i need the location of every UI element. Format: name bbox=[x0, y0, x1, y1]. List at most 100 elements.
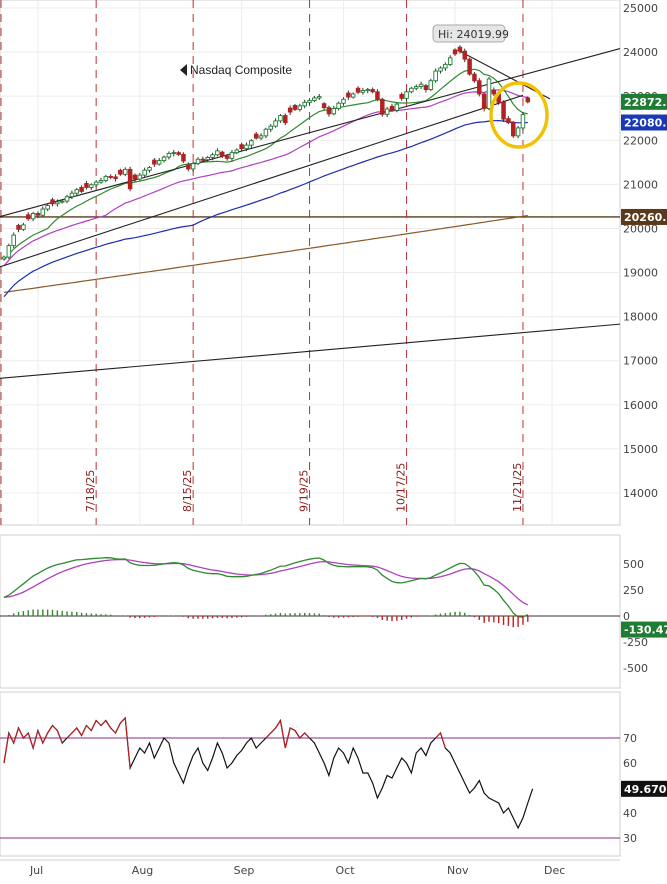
highlight-circle bbox=[489, 81, 549, 149]
title-arrow-icon bbox=[180, 64, 187, 76]
price-badges: 22872.07 22080.07 20260.67 bbox=[621, 93, 667, 225]
candle-body bbox=[108, 175, 113, 178]
rsi-overbought-segment bbox=[270, 727, 277, 734]
macd-signal-line bbox=[3, 558, 529, 606]
candle-body bbox=[147, 167, 152, 171]
x-tick-label: Dec bbox=[544, 864, 565, 877]
rsi-overbought-segment bbox=[299, 732, 306, 739]
candle-body bbox=[443, 63, 448, 69]
candle-body bbox=[45, 205, 50, 210]
candle-body bbox=[491, 89, 497, 95]
candle-body bbox=[11, 234, 16, 247]
candle-body bbox=[84, 183, 89, 188]
macd-tick-label: 0 bbox=[623, 610, 630, 623]
rsi-overbought-segment bbox=[279, 720, 286, 749]
rsi-overbought-segment bbox=[52, 725, 58, 731]
candle-body bbox=[375, 91, 380, 100]
high-callout: Hi: 24019.99 bbox=[432, 24, 509, 43]
candle-body bbox=[156, 160, 162, 165]
price-tick-label: 16000 bbox=[623, 399, 658, 412]
candle-body bbox=[127, 168, 133, 190]
candle-body bbox=[210, 154, 215, 158]
rsi-overbought-segment bbox=[105, 720, 112, 729]
candle-body bbox=[64, 196, 70, 202]
candle-body bbox=[326, 107, 332, 115]
rsi-overbought-segment bbox=[86, 725, 92, 731]
price-tick-label: 20000 bbox=[623, 222, 658, 235]
candle-body bbox=[166, 153, 172, 158]
candle-body bbox=[161, 156, 167, 162]
rsi-value-label: 49.6707 bbox=[624, 783, 667, 796]
x-tick-label: Aug bbox=[132, 864, 153, 877]
candle-body bbox=[370, 89, 375, 93]
candle-body bbox=[200, 158, 206, 161]
candle-body bbox=[457, 46, 463, 52]
rsi-overbought-segment bbox=[71, 727, 78, 734]
candle-body bbox=[205, 157, 210, 161]
event-date-label: 10/17/25 bbox=[395, 463, 408, 512]
candle-body bbox=[244, 144, 249, 150]
candle-body bbox=[55, 201, 60, 205]
rsi-overbought-segment bbox=[275, 720, 281, 729]
price-tick-label: 14000 bbox=[623, 487, 658, 500]
rsi-overbought-segment bbox=[37, 730, 44, 744]
candle-body bbox=[380, 98, 385, 115]
macd-axis: 500 250 0 -250 -500 -130.47 bbox=[621, 558, 667, 675]
macd-tick-label: -500 bbox=[623, 662, 648, 675]
candle-body bbox=[331, 108, 337, 115]
candle-body bbox=[355, 87, 361, 93]
candle-body bbox=[239, 144, 244, 150]
rsi-overbought-segment bbox=[110, 727, 116, 734]
candle-body bbox=[462, 50, 468, 60]
candle-body bbox=[414, 86, 419, 89]
rsi-axis: 706050403049.6707 bbox=[621, 732, 667, 845]
candle-body bbox=[229, 152, 235, 159]
candle-body bbox=[317, 96, 322, 99]
candle-body bbox=[122, 168, 128, 175]
rsi-overbought-segment bbox=[42, 732, 49, 744]
candle-body bbox=[486, 78, 492, 109]
candle-body bbox=[132, 174, 138, 180]
candle-body bbox=[287, 107, 293, 113]
price-tick-label: 17000 bbox=[623, 355, 658, 368]
candle-body bbox=[1, 256, 7, 260]
high-callout-label: Hi: 24019.99 bbox=[438, 28, 509, 41]
candle-body bbox=[50, 199, 55, 205]
rsi-overbought-segment bbox=[22, 732, 29, 739]
candle-body bbox=[312, 97, 317, 102]
rsi-overbought-segment bbox=[56, 730, 63, 744]
candle-body bbox=[481, 93, 487, 109]
rsi-overbought-segment bbox=[66, 732, 73, 739]
candle-body bbox=[477, 80, 482, 95]
macd-plot bbox=[0, 557, 620, 628]
event-date-label: 7/18/25 bbox=[84, 470, 97, 512]
candle-body bbox=[418, 83, 424, 87]
rsi-overbought-segment bbox=[90, 720, 97, 731]
x-tick-label: Jul bbox=[29, 864, 43, 877]
candle-body bbox=[152, 159, 157, 165]
candle-body bbox=[258, 135, 264, 139]
macd-tick-label: 250 bbox=[623, 584, 644, 597]
candle-body bbox=[506, 118, 511, 124]
price-badge-label: 20260.67 bbox=[624, 211, 667, 224]
candle-body bbox=[447, 57, 453, 65]
candle-body bbox=[69, 192, 75, 198]
price-badge-label: 22080.07 bbox=[624, 117, 667, 130]
candle-body bbox=[515, 127, 521, 137]
candle-body bbox=[360, 89, 366, 93]
candle-body bbox=[263, 128, 269, 137]
candle-body bbox=[137, 174, 143, 180]
candle-body bbox=[215, 150, 220, 156]
rsi-panel: 706050403049.6707 bbox=[0, 691, 667, 857]
rsi-overbought-segment bbox=[3, 732, 10, 764]
rsi-overbought-segment bbox=[289, 727, 296, 732]
candle-body bbox=[186, 164, 191, 170]
price-tick-label: 19000 bbox=[623, 267, 658, 280]
candle-body bbox=[59, 200, 65, 203]
macd-line bbox=[3, 557, 529, 618]
candle-body bbox=[467, 58, 472, 75]
trend-lines bbox=[0, 48, 621, 379]
candle-body bbox=[171, 152, 176, 155]
candle-body bbox=[404, 91, 409, 99]
candle-body bbox=[321, 103, 327, 109]
